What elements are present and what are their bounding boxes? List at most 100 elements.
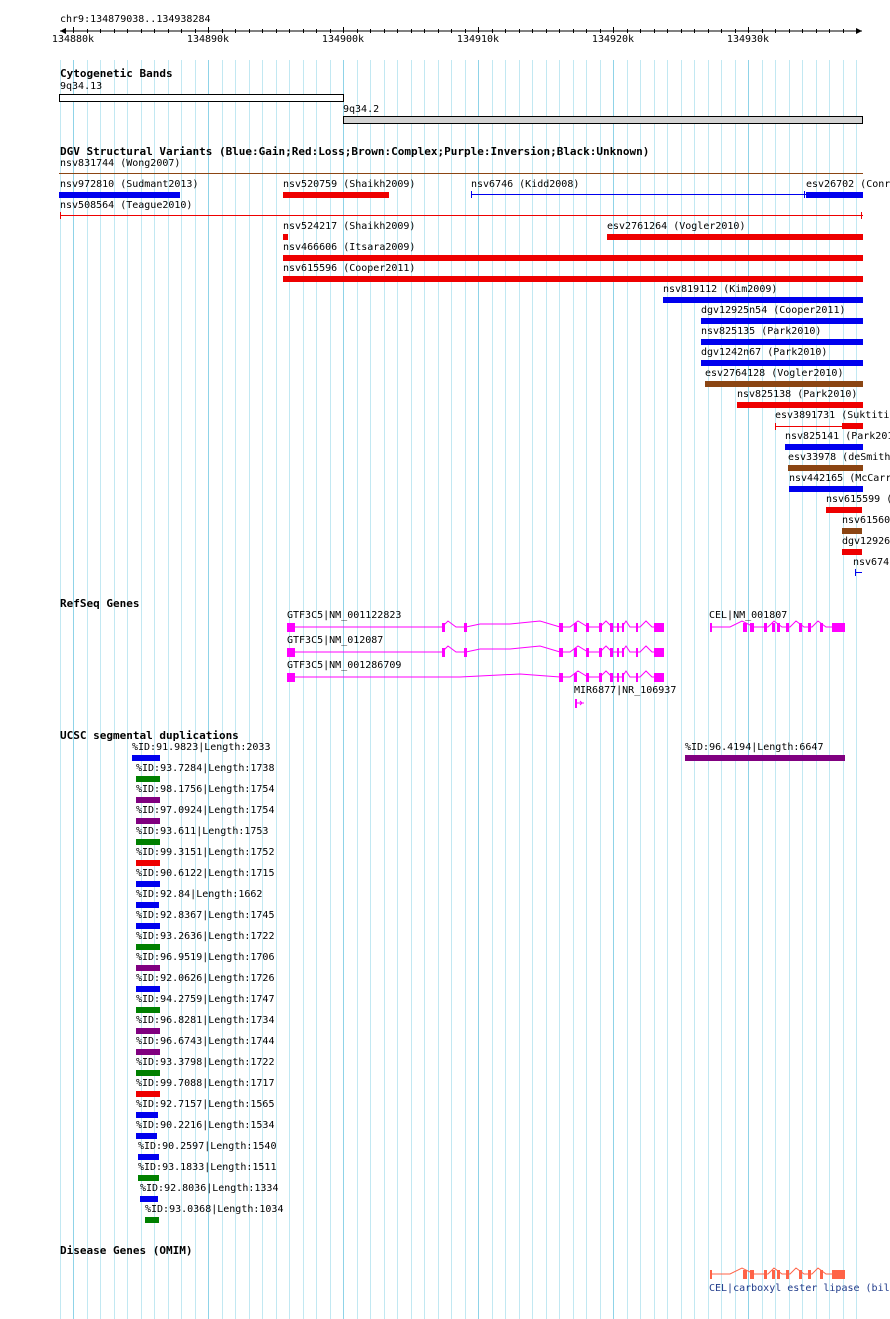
segdup-label: %ID:93.611|Length:1753 — [136, 826, 269, 837]
omim-gene-model[interactable] — [700, 1264, 860, 1284]
track-title-refseq[interactable]: RefSeq Genes — [60, 597, 140, 610]
dgv-feature-bar[interactable] — [842, 549, 862, 555]
dgv-feature-bar[interactable] — [789, 486, 863, 492]
segdup-label: %ID:91.9823|Length:2033 — [132, 742, 271, 753]
segdup-label: %ID:93.3798|Length:1722 — [136, 1057, 275, 1068]
segdup-bar[interactable] — [140, 1196, 158, 1202]
segdup-bar[interactable] — [136, 797, 160, 803]
segdup-label: %ID:96.9519|Length:1706 — [136, 952, 275, 963]
dgv-feature-label: nsv615596 (Cooper2011) — [283, 263, 416, 274]
dgv-feature-bar[interactable] — [842, 423, 863, 429]
dgv-feature-label: nsv825135 (Park2010) — [701, 326, 822, 337]
dgv-feature-label: nsv972810 (Sudmant2013) — [60, 179, 199, 190]
refseq-gene-label: GTF3C5|NM_001286709 — [287, 660, 402, 671]
gene-model-gtf3c5-nm-012087[interactable] — [287, 645, 664, 657]
dgv-feature-tick — [60, 212, 61, 219]
dgv-feature-bar[interactable] — [283, 234, 288, 240]
dgv-feature-line[interactable] — [60, 215, 863, 216]
dgv-feature-bar[interactable] — [663, 297, 863, 303]
track-title-segdup[interactable]: UCSC segmental duplications — [60, 729, 239, 742]
segdup-bar[interactable] — [136, 881, 160, 887]
refseq-gene-label: GTF3C5|NM_012087 — [287, 635, 384, 646]
dgv-feature-bar[interactable] — [283, 255, 863, 261]
segdup-label: %ID:96.6743|Length:1744 — [136, 1036, 275, 1047]
segdup-bar[interactable] — [136, 986, 160, 992]
segdup-bar[interactable] — [136, 923, 160, 929]
segdup-bar[interactable] — [685, 755, 845, 761]
dgv-feature-bar[interactable] — [701, 339, 863, 345]
dgv-feature-line[interactable] — [59, 173, 863, 174]
dgv-feature-label: nsv825138 (Park2010) — [737, 389, 858, 400]
dgv-feature-bar[interactable] — [283, 192, 389, 198]
cytoband-9q34-13[interactable] — [59, 94, 344, 102]
segdup-bar[interactable] — [136, 860, 160, 866]
dgv-feature-label: nsv819112 (Kim2009) — [663, 284, 778, 295]
track-title-cytoband[interactable]: Cytogenetic Bands — [60, 67, 173, 80]
segdup-bar[interactable] — [136, 1007, 160, 1013]
dgv-feature-tick — [855, 569, 856, 576]
dgv-feature-bar[interactable] — [283, 276, 863, 282]
tick-label: 134910k — [456, 34, 500, 45]
omim-gene-label[interactable]: CEL|carboxyl ester lipase (bil — [709, 1283, 890, 1294]
segdup-label: %ID:98.1756|Length:1754 — [136, 784, 275, 795]
segdup-bar[interactable] — [132, 755, 160, 761]
segdup-bar[interactable] — [136, 1070, 160, 1076]
dgv-feature-bar[interactable] — [737, 402, 863, 408]
dgv-feature-label: esv33978 (deSmith — [788, 452, 890, 463]
dgv-feature-bar[interactable] — [842, 528, 862, 534]
segdup-label: %ID:93.0368|Length:1034 — [145, 1204, 284, 1215]
dgv-feature-line[interactable] — [775, 426, 843, 427]
segdup-bar[interactable] — [136, 776, 160, 782]
dgv-feature-bar[interactable] — [701, 360, 863, 366]
segdup-bar[interactable] — [136, 1028, 160, 1034]
segdup-bar[interactable] — [138, 1154, 159, 1160]
dgv-feature-label: esv26702 (Conr — [806, 179, 890, 190]
segdup-label: %ID:96.8281|Length:1734 — [136, 1015, 275, 1026]
segdup-label: %ID:92.8036|Length:1334 — [140, 1183, 279, 1194]
dgv-feature-tick — [861, 212, 862, 219]
coordinate-ruler[interactable] — [0, 0, 890, 60]
gene-model-gtf3c5-nm-001122823[interactable] — [287, 620, 664, 632]
segdup-label: %ID:92.84|Length:1662 — [136, 889, 263, 900]
track-title-dgv[interactable]: DGV Structural Variants (Blue:Gain;Red:L… — [60, 145, 650, 158]
dgv-feature-bar[interactable] — [806, 192, 863, 198]
dgv-feature-bar[interactable] — [826, 507, 862, 513]
segdup-bar[interactable] — [136, 944, 160, 950]
dgv-feature-tick — [775, 423, 776, 430]
dgv-feature-label: esv2764128 (Vogler2010) — [705, 368, 844, 379]
segdup-bar[interactable] — [136, 1112, 158, 1118]
tick-label: 134930k — [726, 34, 770, 45]
segdup-label: %ID:97.0924|Length:1754 — [136, 805, 275, 816]
gene-model-gtf3c5-nm-001286709[interactable] — [287, 670, 664, 682]
segdup-bar[interactable] — [136, 1091, 160, 1097]
dgv-feature-bar[interactable] — [701, 318, 863, 324]
dgv-feature-bar[interactable] — [607, 234, 863, 240]
gene-model-mir6877[interactable] — [575, 699, 584, 708]
dgv-feature-bar[interactable] — [705, 381, 863, 387]
segdup-label: %ID:99.7088|Length:1717 — [136, 1078, 275, 1089]
segdup-bar[interactable] — [136, 902, 159, 908]
cytoband-9q34-2[interactable] — [343, 116, 863, 124]
segdup-label: %ID:93.2636|Length:1722 — [136, 931, 275, 942]
refseq-gene-models[interactable] — [0, 615, 890, 715]
dgv-feature-label: nsv520759 (Shaikh2009) — [283, 179, 416, 190]
gene-model-cel-nm-001807[interactable] — [710, 620, 845, 632]
dgv-feature-label: nsv524217 (Shaikh2009) — [283, 221, 416, 232]
dgv-feature-line[interactable] — [855, 572, 862, 573]
segdup-bar[interactable] — [136, 1133, 157, 1139]
segdup-bar[interactable] — [136, 1049, 160, 1055]
segdup-bar[interactable] — [145, 1217, 159, 1223]
segdup-bar[interactable] — [136, 818, 160, 824]
dgv-feature-line[interactable] — [471, 194, 806, 195]
tick-label: 134900k — [321, 34, 365, 45]
segdup-bar[interactable] — [136, 965, 160, 971]
dgv-feature-bar[interactable] — [788, 465, 863, 471]
segdup-bar[interactable] — [138, 1175, 159, 1181]
segdup-label: %ID:90.2216|Length:1534 — [136, 1120, 275, 1131]
track-title-omim[interactable]: Disease Genes (OMIM) — [60, 1244, 193, 1257]
dgv-feature-bar[interactable] — [59, 192, 180, 198]
dgv-feature-bar[interactable] — [785, 444, 863, 450]
dgv-feature-label: nsv466606 (Itsara2009) — [283, 242, 416, 253]
segdup-bar[interactable] — [136, 839, 160, 845]
